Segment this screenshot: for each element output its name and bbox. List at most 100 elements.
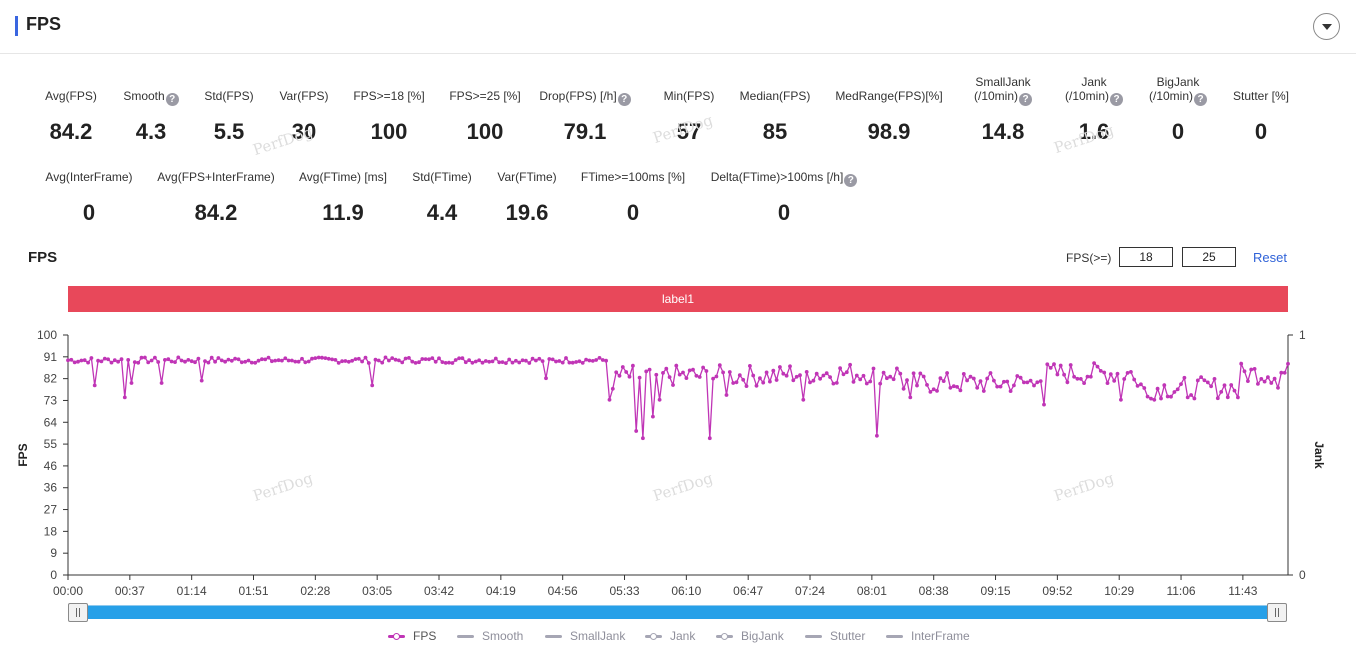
fps-data-point <box>1108 372 1113 377</box>
slider-right-handle[interactable] <box>1267 603 1287 622</box>
fps-data-point <box>487 359 492 364</box>
fps-data-point <box>1159 396 1163 401</box>
fps-data-point <box>316 355 321 360</box>
fps-data-point <box>69 357 74 362</box>
fps-data-point <box>758 376 762 381</box>
fps-data-point <box>1229 383 1234 387</box>
legend-label: SmallJank <box>570 629 626 643</box>
fps-data-point <box>1162 383 1167 388</box>
collapse-button[interactable] <box>1313 13 1340 40</box>
fps-data-point <box>824 371 829 376</box>
label-bar[interactable]: label1 <box>68 286 1288 312</box>
x-tick-label: 00:00 <box>53 584 83 598</box>
fps-data-point <box>407 356 411 360</box>
fps-data-point <box>146 360 151 365</box>
fps-data-point <box>193 360 197 365</box>
fps-data-point <box>911 371 916 376</box>
fps-data-point <box>1008 389 1013 393</box>
fps-data-point <box>440 360 445 364</box>
fps-data-point <box>82 358 87 363</box>
help-icon[interactable]: ? <box>617 93 631 106</box>
fps-data-point <box>1095 364 1100 369</box>
fps-data-point <box>915 383 919 388</box>
help-icon[interactable]: ? <box>1110 93 1123 106</box>
slider-left-handle[interactable] <box>68 603 88 622</box>
reset-link[interactable]: Reset <box>1253 250 1287 265</box>
fps-data-point <box>1192 396 1197 401</box>
help-icon[interactable]: ? <box>1019 93 1032 106</box>
fps-data-point <box>333 358 338 362</box>
metric-label-text: FPS>=25 [%] <box>449 89 521 103</box>
legend-label: Smooth <box>482 629 524 643</box>
fps-data-point <box>390 356 395 360</box>
fps-data-point <box>791 378 796 383</box>
y-tick-label: 0 <box>50 568 57 582</box>
fps-data-point <box>246 358 251 363</box>
fps-data-point <box>430 356 435 360</box>
fps-data-point <box>393 357 398 362</box>
fps-data-point <box>1042 402 1046 407</box>
fps-data-point <box>473 359 478 364</box>
help-icon[interactable]: ? <box>165 93 179 106</box>
metric-label-unit: (/10min) <box>973 89 1018 103</box>
fps-data-point <box>1152 397 1157 402</box>
fps-data-point <box>173 360 177 364</box>
fps-data-point <box>661 371 665 375</box>
fps-data-point <box>784 373 789 378</box>
help-icon[interactable]: ? <box>1194 93 1207 106</box>
metric-label: FPS>=18 [%] <box>299 89 479 103</box>
fps-data-point <box>774 378 779 382</box>
fps-data-point <box>1085 374 1090 379</box>
help-icon[interactable]: ? <box>844 174 858 187</box>
fps-data-point <box>176 355 181 360</box>
fps-data-point <box>99 359 104 364</box>
fps-data-point <box>557 359 562 363</box>
fps-data-point <box>96 358 100 363</box>
time-range-slider[interactable] <box>70 605 1286 619</box>
legend-label: Stutter <box>830 629 866 643</box>
fps-data-point <box>1165 394 1170 399</box>
x-tick-label: 08:38 <box>919 584 949 598</box>
fps-data-point <box>620 365 625 369</box>
fps-data-point <box>126 358 131 362</box>
fps-threshold-high-input[interactable] <box>1182 247 1236 267</box>
legend-symbol <box>645 633 662 640</box>
fps-data-point <box>717 363 722 368</box>
fps-data-point <box>1276 385 1280 390</box>
fps-data-point <box>1115 371 1120 376</box>
x-tick-label: 06:10 <box>671 584 701 598</box>
fps-data-point <box>1225 395 1230 400</box>
fps-data-point <box>781 371 786 376</box>
metric-label-text: Avg(FPS+InterFrame) <box>157 170 275 184</box>
fps-data-point <box>1219 390 1224 394</box>
fps-data-point <box>1269 381 1274 385</box>
metric-label: Drop(FPS) [/h]? <box>495 89 675 106</box>
x-tick-label: 05:33 <box>610 584 640 598</box>
x-tick-label: 09:52 <box>1042 584 1072 598</box>
fps-data-point <box>651 414 655 419</box>
fps-data-point <box>1222 383 1227 388</box>
fps-data-point <box>878 381 883 386</box>
fps-threshold-low-input[interactable] <box>1119 247 1173 267</box>
fps-data-point <box>346 359 351 364</box>
fps-data-point <box>427 357 431 362</box>
metric-value: 79.1 <box>563 119 607 144</box>
fps-data-point <box>1005 379 1010 384</box>
panel-accent-bar <box>15 16 18 36</box>
fps-data-point <box>273 358 278 363</box>
metric-label: Avg(FPS) <box>0 89 161 103</box>
metric-label-text: SmallJank <box>975 75 1031 89</box>
metric-label: Avg(InterFrame) <box>0 170 179 184</box>
legend-symbol <box>457 635 474 638</box>
y-tick-label: 46 <box>44 459 58 473</box>
metric-label: Median(FPS) <box>685 89 865 103</box>
fps-data-point <box>921 374 926 379</box>
fps-data-point <box>76 359 80 364</box>
fps-data-point <box>1112 378 1117 383</box>
fps-data-point <box>480 360 485 365</box>
fps-data-point <box>79 358 84 363</box>
fps-chart[interactable]: 100 91 82 73 64 55 46 36 27 18 9 0 1 0 00:00 00:37 01:14… <box>0 320 1356 600</box>
x-tick-label: 04:56 <box>548 584 578 598</box>
fps-data-point <box>243 359 248 364</box>
fps-threshold-label: FPS(>=) <box>1066 251 1112 265</box>
